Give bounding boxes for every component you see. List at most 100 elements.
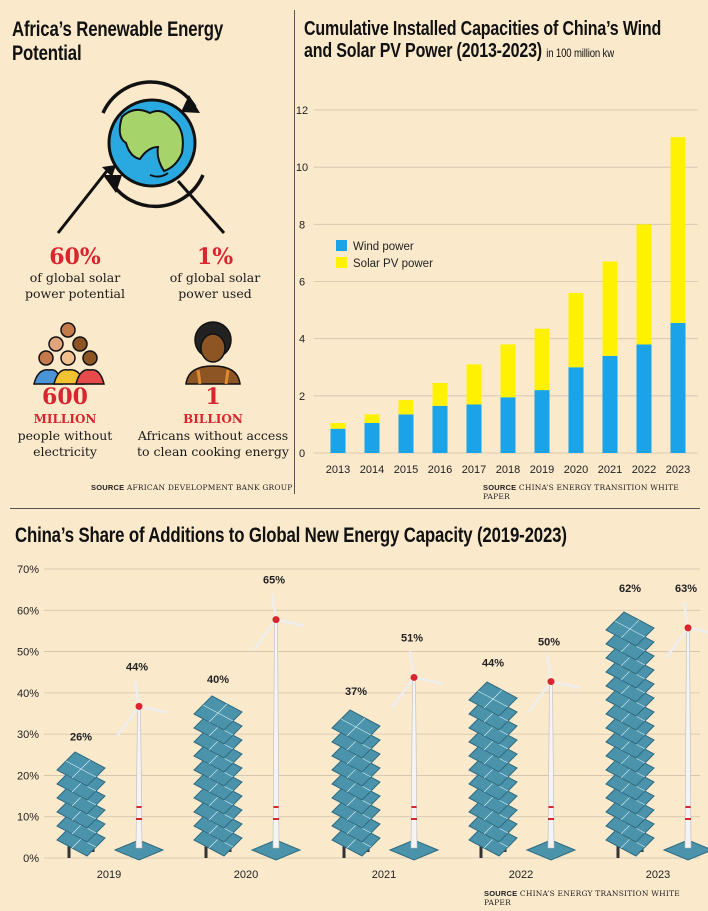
share-chart: 0% 10% 20% 30% 40% 50% 60% 70% 26% 44% 2019 40% 65% 2… xyxy=(17,564,708,881)
solar-bar xyxy=(500,344,516,398)
y-tick-label: 10 xyxy=(296,162,308,174)
solar-bar xyxy=(568,292,584,368)
source-label: SOURCE xyxy=(91,483,125,492)
stat-unit: BILLION xyxy=(183,412,243,426)
x-tick-label: 2022 xyxy=(632,464,656,476)
solar-panel-stack xyxy=(468,681,518,858)
y-tick-label: 12 xyxy=(296,105,308,117)
wind-value-label: 50% xyxy=(538,637,560,649)
stat-line: of global solar xyxy=(169,270,261,285)
africa-title: Africa’s Renewable Energy Potential xyxy=(12,18,224,65)
capacity-title-line: Cumulative Installed Capacities of China… xyxy=(304,18,662,40)
vertical-divider xyxy=(294,10,295,494)
solar-bar xyxy=(670,137,686,323)
legend-label: Wind power xyxy=(353,241,414,253)
source-label: SOURCE xyxy=(484,889,518,898)
wind-bar xyxy=(364,422,380,453)
y-tick-label: 10% xyxy=(17,812,39,824)
x-tick-label: 2023 xyxy=(666,464,690,476)
x-tick-label: 2018 xyxy=(496,464,520,476)
horizontal-divider xyxy=(10,508,700,509)
capacity-chart: 0 2 4 6 8 10 12 2013 2014 2015 2016 2017 2018 2019 202… xyxy=(296,105,698,476)
solar-bar xyxy=(432,382,448,406)
stat-line: power used xyxy=(178,286,252,301)
globe-cycle-icon xyxy=(56,80,226,234)
y-tick-label: 50% xyxy=(17,647,39,659)
y-tick-label: 8 xyxy=(299,219,305,231)
solar-panel-stack xyxy=(56,751,106,858)
capacity-chart-title: Cumulative Installed Capacities of China… xyxy=(304,18,704,64)
x-tick-label: 2021 xyxy=(372,869,396,881)
wind-bar xyxy=(568,367,584,453)
wind-bar xyxy=(466,404,482,453)
stat-description: people without electricity xyxy=(0,428,130,460)
stat-line: Africans without access xyxy=(137,428,289,443)
y-tick-label: 20% xyxy=(17,770,39,782)
stat-value: 1 xyxy=(205,384,221,410)
source-text: CHINA’S ENERGY TRANSITION WHITE PAPER xyxy=(483,483,679,501)
solar-value-label: 37% xyxy=(345,686,367,698)
x-tick-label: 2016 xyxy=(428,464,452,476)
y-tick-label: 0 xyxy=(299,448,305,460)
solar-panel-stack xyxy=(193,695,243,858)
wind-bar xyxy=(330,428,346,453)
x-tick-label: 2015 xyxy=(394,464,418,476)
y-tick-label: 2 xyxy=(299,391,305,403)
y-tick-label: 40% xyxy=(17,688,39,700)
wind-bar xyxy=(602,355,618,453)
y-tick-label: 6 xyxy=(299,277,305,289)
solar-bar xyxy=(534,328,550,391)
legend-label: Solar PV power xyxy=(353,258,433,270)
solar-panel-stack xyxy=(331,709,381,858)
wind-bar xyxy=(432,405,448,453)
share-chart-title: China’s Share of Additions to Global New… xyxy=(15,524,567,547)
stat-value: 600 xyxy=(42,384,88,410)
x-tick-label: 2014 xyxy=(360,464,384,476)
wind-value-label: 44% xyxy=(126,661,148,673)
solar-panel-stack xyxy=(605,611,655,858)
solar-bar xyxy=(330,422,346,429)
people-group-icon xyxy=(33,322,105,385)
solar-value-label: 40% xyxy=(207,674,229,686)
wind-turbine xyxy=(388,651,443,861)
wind-value-label: 63% xyxy=(675,583,697,595)
legend-swatch xyxy=(336,240,347,251)
capacity-title-line2: and Solar PV Power (2013-2023) xyxy=(304,40,542,62)
stat-description: of global solar power used xyxy=(150,270,280,302)
stat-line: electricity xyxy=(33,444,97,459)
stat-line: to clean cooking energy xyxy=(137,444,289,459)
x-tick-label: 2020 xyxy=(564,464,588,476)
wind-value-label: 65% xyxy=(263,575,285,587)
x-tick-label: 2019 xyxy=(97,869,121,881)
source-note: SOURCE CHINA’S ENERGY TRANSITION WHITE P… xyxy=(483,483,708,501)
wind-bar xyxy=(534,390,550,453)
wind-turbine xyxy=(113,680,168,861)
y-tick-label: 30% xyxy=(17,729,39,741)
stat-description: Africans without access to clean cooking… xyxy=(133,428,293,460)
y-tick-label: 0% xyxy=(23,853,39,865)
source-note: SOURCE AFRICAN DEVELOPMENT BANK GROUP xyxy=(91,483,293,492)
solar-value-label: 62% xyxy=(619,583,641,595)
solar-bar xyxy=(466,364,482,405)
x-tick-label: 2017 xyxy=(462,464,486,476)
wind-bar xyxy=(500,397,516,453)
wind-turbine xyxy=(662,601,708,861)
solar-value-label: 44% xyxy=(482,657,504,669)
source-text: AFRICAN DEVELOPMENT BANK GROUP xyxy=(126,483,293,492)
stat-unit: MILLION xyxy=(33,412,97,426)
x-tick-label: 2022 xyxy=(509,869,533,881)
solar-value-label: 26% xyxy=(70,732,92,744)
stat-value: 1% xyxy=(196,244,234,270)
stat-line: power potential xyxy=(24,286,126,301)
solar-bar xyxy=(364,414,380,423)
legend-swatch xyxy=(336,257,347,268)
source-note: SOURCE CHINA’S ENERGY TRANSITION WHITE P… xyxy=(484,889,708,907)
stat-value: 60% xyxy=(49,244,101,270)
capacity-title-line: and Solar PV Power (2013-2023) in 100 mi… xyxy=(304,40,704,64)
stat-line: people without xyxy=(17,428,113,443)
wind-value-label: 51% xyxy=(401,632,423,644)
x-tick-label: 2023 xyxy=(646,869,670,881)
y-tick-label: 60% xyxy=(17,605,39,617)
solar-bar xyxy=(602,261,618,356)
wind-turbine xyxy=(250,593,305,861)
